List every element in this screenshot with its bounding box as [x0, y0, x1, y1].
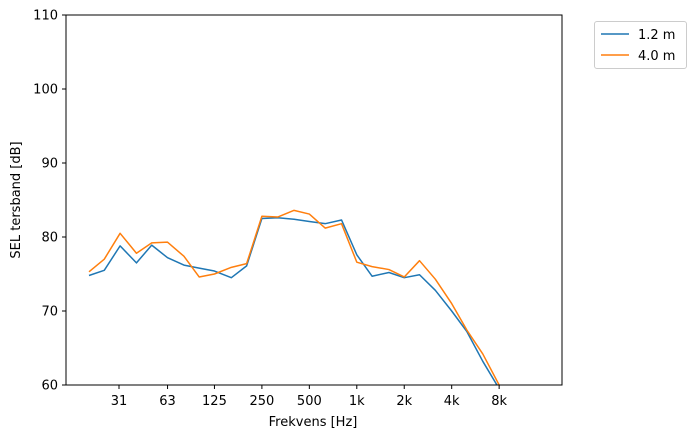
- x-tick-label: 500: [297, 394, 322, 409]
- plot-area: [65, 14, 563, 386]
- y-tick-label: 100: [33, 83, 58, 98]
- series-line-1: [88, 217, 498, 385]
- x-tick-label: 31: [111, 394, 128, 409]
- legend-label-1: 1.2 m: [638, 28, 675, 43]
- y-tick-label: 110: [33, 9, 58, 24]
- legend-label-2: 4.0 m: [638, 49, 675, 64]
- plot-frame: [65, 14, 563, 386]
- y-axis: 60 70 80 90 100 110: [33, 9, 66, 394]
- y-axis-label: SEL tersband [dB]: [9, 141, 24, 258]
- x-tick-label: 2k: [396, 394, 412, 409]
- y-tick-label: 90: [41, 157, 58, 172]
- x-axis-label: Frekvens [Hz]: [269, 415, 358, 430]
- y-tick-label: 80: [41, 231, 58, 246]
- x-tick-label: 63: [159, 394, 176, 409]
- x-tick-label: 1k: [349, 394, 365, 409]
- x-tick-label: 250: [249, 394, 274, 409]
- y-tick-label: 70: [41, 305, 58, 320]
- x-tick-label: 8k: [491, 394, 507, 409]
- x-tick-label: 4k: [444, 394, 460, 409]
- x-axis: 31 63 125 250 500 1k 2k 4k 8k: [111, 385, 508, 409]
- legend: 1.2 m 4.0 m: [594, 21, 687, 69]
- y-tick-label: 60: [41, 379, 58, 394]
- x-tick-label: 125: [202, 394, 227, 409]
- series-line-2: [88, 209, 500, 385]
